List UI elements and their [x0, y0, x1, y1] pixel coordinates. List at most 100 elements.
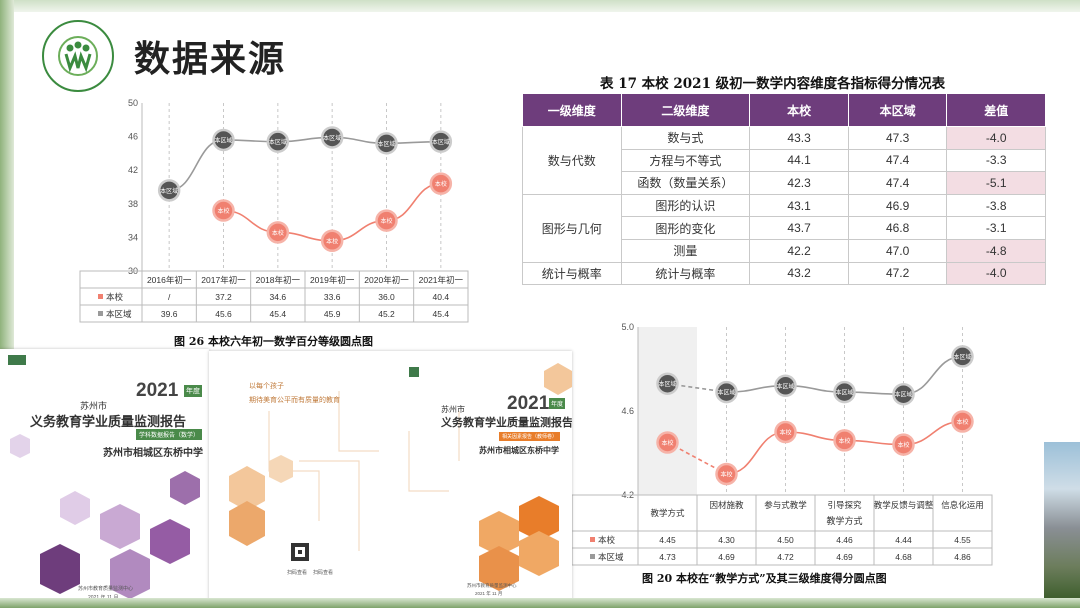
cover-left-city: 苏州市 — [80, 401, 108, 411]
data-point-label: 本校 — [661, 439, 673, 447]
data-point-label: 本区域 — [953, 353, 971, 361]
data-point-label: 本校 — [380, 217, 392, 225]
x-axis-label: 教学方式 — [826, 515, 862, 526]
data-value-cell: 45.4 — [433, 309, 450, 319]
data-point-label: 本区域 — [835, 389, 853, 397]
data-value-cell: 45.2 — [378, 309, 395, 319]
data-point — [157, 179, 181, 202]
cover-left-subtitle: 学科数据报告（数学） — [136, 429, 203, 440]
data-value-cell: 4.46 — [836, 535, 853, 545]
data-value-cell: 4.69 — [718, 552, 735, 562]
data-point — [892, 382, 915, 406]
bottom-border — [0, 598, 1080, 608]
data-point — [320, 126, 344, 149]
legend-swatch — [590, 537, 595, 542]
data-value-cell: 40.4 — [433, 292, 450, 302]
page-title: 数据来源 — [134, 38, 287, 79]
cover-right-slogan-2: 期待美育公平而有质量的教育 — [249, 397, 340, 404]
table-sub-cell: 图形的变化 — [620, 216, 751, 240]
cover-left-issuer: 苏州市教育质量监测中心 — [78, 586, 134, 592]
category-label: 教学方式 — [650, 508, 685, 518]
data-point — [833, 380, 856, 404]
cover-right-date: 2021 年 11 月 — [475, 591, 503, 596]
legend-label: 本区域 — [598, 552, 624, 562]
cover-right-slogan-1: 以每个孩子 — [249, 383, 284, 390]
data-point — [375, 209, 398, 232]
logo-emblem-icon — [58, 36, 98, 76]
category-label: 2016年初一 — [147, 275, 192, 285]
y-tick-label: 4.6 — [621, 406, 634, 416]
category-label: 引导探究 — [827, 500, 862, 510]
table-header-cell: 二级维度 — [620, 93, 751, 127]
data-value-cell: 4.30 — [718, 535, 735, 545]
y-tick-label: 5.0 — [621, 322, 634, 332]
cover-left-school: 苏州市相城区东桥中学 — [103, 448, 203, 459]
campus-photo — [1044, 442, 1080, 598]
cover-right-year: 2021 — [507, 393, 550, 414]
category-label: 2019年初一 — [310, 275, 355, 285]
data-point — [774, 374, 797, 398]
table-region-cell: 46.9 — [847, 193, 948, 218]
table-header-cell: 本区域 — [847, 93, 948, 127]
data-value-cell: 39.6 — [161, 309, 178, 319]
data-point-label: 本校 — [272, 229, 284, 237]
table-17: 一级维度 二级维度 本校 本区域 差值 数与代数 数与式 43.3 47.3 -4.0 方程与不等式… — [522, 93, 1046, 286]
table-header-cell: 本校 — [749, 93, 849, 127]
data-point — [656, 372, 679, 395]
data-value-cell: 4.73 — [659, 552, 676, 562]
data-point — [429, 130, 453, 153]
legend-swatch — [98, 311, 103, 316]
data-value-cell: 33.6 — [324, 292, 341, 302]
cover-right-city: 苏州市 — [441, 405, 465, 414]
y-tick-label: 50 — [128, 98, 138, 108]
cover-right-issuer: 苏州市教育质量监测中心 — [467, 583, 517, 588]
cover-hexagon-art — [8, 355, 200, 599]
data-value-cell: 4.86 — [954, 552, 971, 562]
top-border — [0, 0, 1080, 12]
cover-right-school: 苏州市相城区东桥中学 — [479, 446, 559, 455]
category-label: 教学反馈与调整 — [874, 500, 934, 510]
table-17-title: 表 17 本校 2021 级初一数学内容维度各指标得分情况表 — [600, 76, 946, 92]
data-point-label: 本校 — [720, 471, 732, 479]
cover-right-year-tag: 年度 — [549, 398, 566, 409]
school-logo — [42, 20, 114, 92]
data-point — [715, 462, 738, 486]
data-point-label: 本校 — [956, 418, 968, 426]
cover-right-title: 义务教育学业质量监测报告 — [441, 417, 572, 429]
data-value-cell: 45.4 — [270, 309, 287, 319]
table-row: 图形的变化 43.7 46.8 -3.1 — [523, 216, 1046, 240]
data-point — [429, 172, 453, 195]
data-table-frame — [571, 494, 993, 566]
data-point-label: 本区域 — [776, 382, 794, 390]
category-label: 2020年初一 — [364, 275, 409, 285]
cover-left-year-tag: 年度 — [184, 385, 202, 397]
table-header-cell: 差值 — [946, 93, 1046, 127]
data-point — [951, 410, 974, 433]
data-point-label: 本区域 — [323, 134, 341, 142]
chart-20-caption: 图 20 本校在“教学方式”及其三级维度得分圆点图 — [642, 572, 887, 585]
data-point-label: 本区域 — [160, 187, 178, 195]
data-point — [320, 229, 344, 253]
table-group-cell: 统计与概率 — [522, 261, 622, 286]
data-point — [656, 431, 679, 454]
legend-label: 本校 — [106, 292, 124, 302]
cover-circuit-art — [229, 363, 572, 591]
logo-figures-icon — [64, 41, 92, 73]
y-tick-label: 34 — [128, 232, 138, 242]
data-value-cell: 37.2 — [215, 292, 232, 302]
legend-label: 本校 — [598, 535, 616, 545]
table-row: 统计与概率 统计与概率 43.2 47.2 -4.0 — [522, 261, 1046, 286]
data-value-cell: 4.55 — [954, 535, 971, 545]
cover-right-subtitle: 相关因素报告（教师卷） — [499, 432, 561, 441]
cover-left-title: 义务教育学业质量监测报告 — [30, 414, 187, 429]
legend-swatch — [98, 294, 103, 299]
data-point — [892, 433, 915, 456]
data-point-label: 本区域 — [214, 136, 232, 144]
table-header-cell: 一级维度 — [522, 93, 622, 127]
data-value-cell: 4.45 — [659, 535, 676, 545]
chart-26-caption: 图 26 本校六年初一数学百分等级圆点图 — [174, 335, 373, 348]
category-label: 信息化运用 — [941, 500, 984, 510]
data-point-label: 本校 — [897, 441, 909, 449]
